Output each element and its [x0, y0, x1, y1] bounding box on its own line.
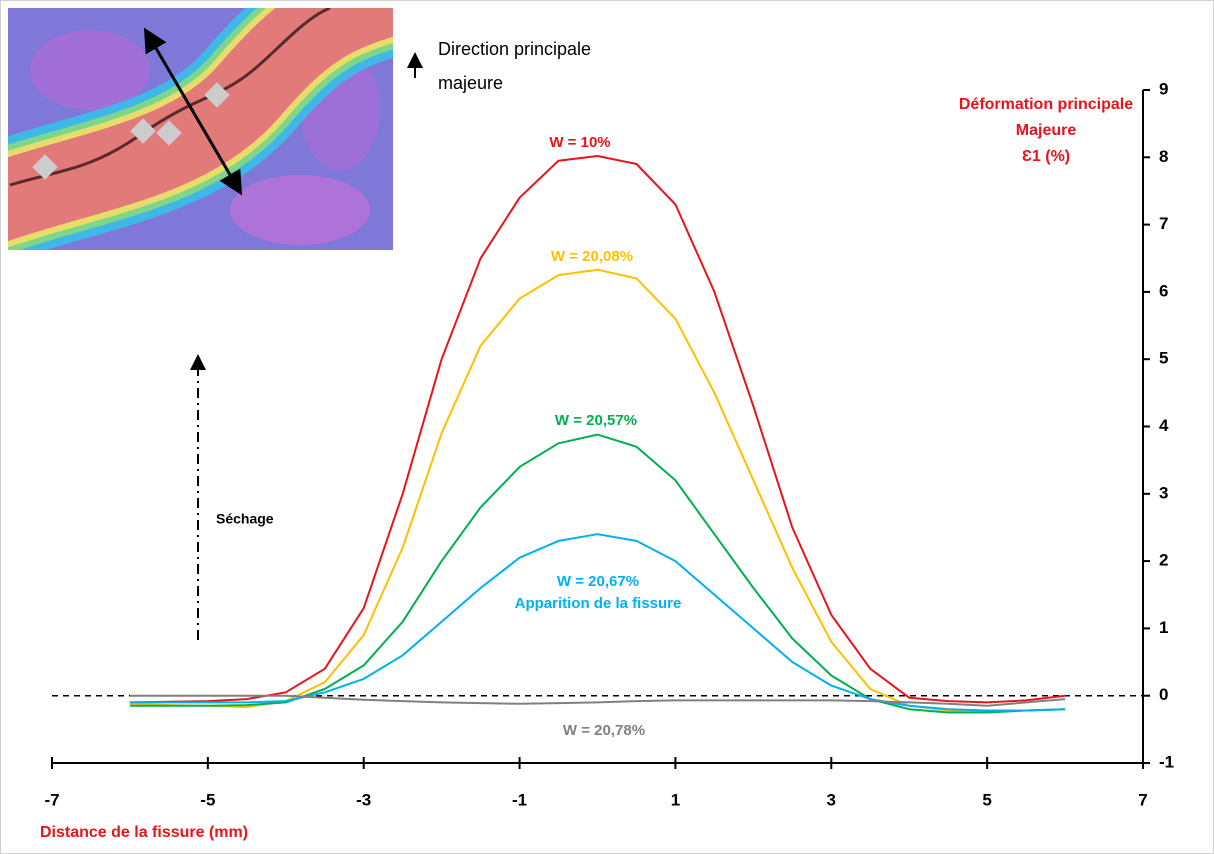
x-tick-label: 3 — [827, 790, 836, 809]
y-tick-label: 0 — [1159, 685, 1168, 704]
y-tick-label: 2 — [1159, 551, 1168, 570]
direction-label: majeure — [438, 73, 503, 93]
inset-image — [8, 8, 393, 250]
y-tick-label: 8 — [1159, 147, 1168, 166]
x-tick-label: 7 — [1138, 790, 1147, 809]
series-label: W = 20,67% — [557, 573, 639, 590]
y-tick-label: 5 — [1159, 349, 1168, 368]
x-tick-label: -7 — [44, 790, 59, 809]
series-line — [129, 433, 1066, 714]
y-tick-label: 6 — [1159, 281, 1168, 300]
x-tick-label: 5 — [982, 790, 991, 809]
y-tick-label: 9 — [1159, 79, 1168, 98]
x-tick-label: -3 — [356, 790, 371, 809]
drying-label: Séchage — [216, 511, 274, 527]
y-tick-label: 3 — [1159, 483, 1168, 502]
y-axis-title: Déformation principale — [959, 96, 1133, 113]
y-axis-title: Majeure — [1016, 122, 1077, 139]
y-tick-label: 7 — [1159, 214, 1168, 233]
x-tick-label: -1 — [512, 790, 527, 809]
y-axis-title: Ɛ1 (%) — [1022, 148, 1070, 165]
annotation: Apparition de la fissure — [515, 595, 682, 612]
series-label: W = 20,78% — [563, 722, 645, 739]
x-axis-title: Distance de la fissure (mm) — [40, 824, 248, 841]
series-line — [129, 533, 1066, 712]
x-tick-label: -5 — [200, 790, 215, 809]
y-tick-label: 4 — [1159, 416, 1169, 435]
y-tick-label: -1 — [1159, 752, 1174, 771]
series-label: W = 10% — [549, 134, 610, 151]
series-line — [129, 268, 1066, 713]
y-tick-label: 1 — [1159, 618, 1168, 637]
series-line — [129, 694, 1066, 707]
direction-label: Direction principale — [438, 39, 591, 59]
series-label: W = 20,08% — [551, 248, 633, 265]
series-line — [129, 155, 1066, 704]
x-tick-label: 1 — [671, 790, 680, 809]
series-label: W = 20,57% — [555, 412, 637, 429]
